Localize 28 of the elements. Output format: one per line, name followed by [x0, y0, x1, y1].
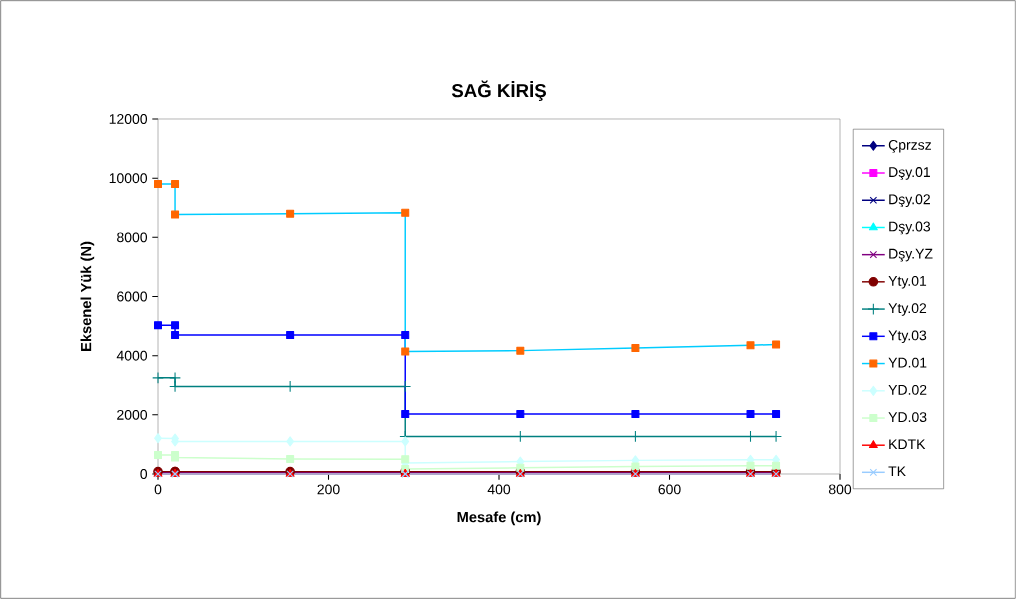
legend-label: YD.03: [888, 412, 927, 423]
legend-label: Yty.01: [888, 275, 927, 289]
legend-label: YD.01: [888, 357, 927, 368]
y-tick-label: 8000: [117, 232, 148, 243]
x-tick-label: 600: [658, 484, 681, 495]
x-tick-label: 200: [317, 484, 340, 495]
legend-label: Dşy.03: [889, 221, 931, 235]
legend-label: Dşy.01: [889, 167, 930, 180]
legend-label: Yty.02: [888, 303, 927, 316]
legend-label: Çprzsz: [888, 139, 931, 153]
legend-label: KDTK: [889, 439, 926, 450]
y-tick-label: 4000: [116, 350, 148, 361]
legend-label: TK: [888, 466, 906, 477]
x-tick-label: 400: [487, 484, 511, 495]
x-tick-label: 0: [154, 484, 162, 495]
chart-title: SAĞ KİRİŞ: [451, 80, 546, 101]
legend-label: Yty.03: [888, 330, 927, 344]
y-tick-label: 12000: [109, 114, 148, 124]
legend-label: YD.02: [888, 384, 927, 395]
y-tick-label: 0: [140, 469, 148, 479]
y-axis-title: Eksenel Yük (N): [80, 241, 95, 351]
x-tick-label: 800: [828, 484, 852, 495]
legend-label: Dşy.YZ: [889, 248, 933, 262]
y-tick-label: 10000: [109, 173, 148, 184]
y-tick-label: 6000: [117, 291, 148, 302]
y-tick-label: 2000: [117, 409, 148, 420]
legend-label: Dşy.02: [889, 194, 930, 208]
x-axis-title: Mesafe (cm): [457, 511, 541, 526]
